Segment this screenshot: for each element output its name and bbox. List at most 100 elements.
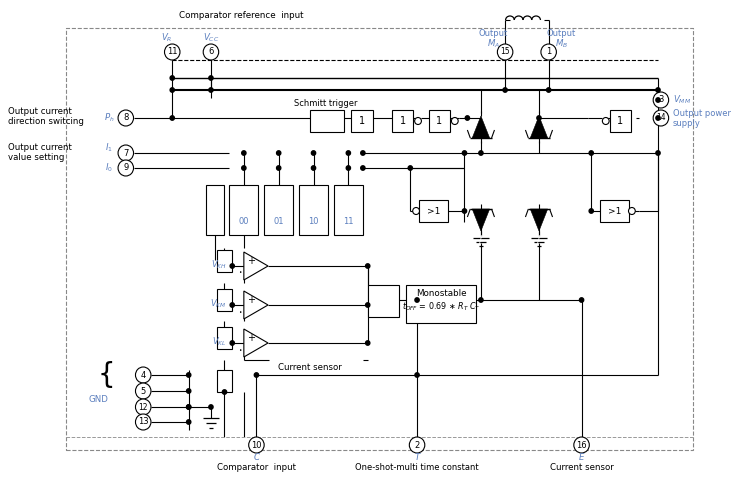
Bar <box>392 110 413 132</box>
Circle shape <box>656 88 660 92</box>
Text: 1: 1 <box>617 116 623 126</box>
Text: $\bullet$: $\bullet$ <box>238 269 242 275</box>
Circle shape <box>118 110 134 126</box>
Polygon shape <box>472 116 490 138</box>
Text: supply: supply <box>672 119 701 128</box>
Circle shape <box>254 373 259 377</box>
Text: +: + <box>247 256 255 266</box>
Circle shape <box>503 88 507 92</box>
Polygon shape <box>531 116 548 138</box>
Bar <box>429 110 450 132</box>
Text: 12: 12 <box>138 402 148 412</box>
Text: 5: 5 <box>140 387 146 396</box>
Text: direction switcing: direction switcing <box>7 118 84 126</box>
Text: /: / <box>537 235 541 245</box>
Circle shape <box>463 151 466 155</box>
Text: 1: 1 <box>436 116 443 126</box>
Text: $t_{OFF}$ = 0.69 $\ast$ $R_T$ $C_T$: $t_{OFF}$ = 0.69 $\ast$ $R_T$ $C_T$ <box>402 301 480 313</box>
Text: 8: 8 <box>123 113 129 122</box>
Circle shape <box>463 209 466 213</box>
Text: Current sensor: Current sensor <box>278 363 341 373</box>
Circle shape <box>230 341 234 345</box>
Circle shape <box>579 298 584 302</box>
Bar <box>610 110 631 132</box>
Circle shape <box>135 399 151 415</box>
Circle shape <box>203 44 219 60</box>
Text: Comparator  input: Comparator input <box>217 464 296 472</box>
Circle shape <box>170 76 174 80</box>
Bar <box>600 200 629 222</box>
Text: $V_{MM}$: $V_{MM}$ <box>672 94 691 106</box>
Circle shape <box>249 437 264 453</box>
Text: Output: Output <box>547 29 576 39</box>
Text: Current sensor: Current sensor <box>550 464 613 472</box>
Circle shape <box>656 116 660 120</box>
Circle shape <box>541 44 556 60</box>
Circle shape <box>209 88 213 92</box>
Text: 11: 11 <box>343 217 353 227</box>
Text: $V_{CC}$: $V_{CC}$ <box>202 32 219 44</box>
Text: GND: GND <box>89 396 109 404</box>
Circle shape <box>653 110 669 126</box>
Circle shape <box>415 373 419 377</box>
Circle shape <box>118 145 134 161</box>
Text: E: E <box>579 453 585 461</box>
Text: 9: 9 <box>123 163 129 173</box>
Circle shape <box>242 151 246 155</box>
Text: $I_0$: $I_0$ <box>105 162 113 174</box>
Text: 7: 7 <box>123 148 129 158</box>
Circle shape <box>408 166 412 170</box>
Text: Output current: Output current <box>7 144 72 152</box>
Polygon shape <box>531 209 548 231</box>
Circle shape <box>573 437 589 453</box>
Text: 10: 10 <box>308 217 319 227</box>
Text: $V_{KH}$: $V_{KH}$ <box>211 259 226 271</box>
Bar <box>419 200 448 222</box>
Text: value setting: value setting <box>7 153 64 162</box>
Text: 11: 11 <box>167 48 177 56</box>
Text: /: / <box>480 235 483 245</box>
Text: 10: 10 <box>251 441 262 450</box>
Text: 2: 2 <box>415 441 420 450</box>
Text: 3: 3 <box>658 95 664 105</box>
Circle shape <box>361 166 365 170</box>
Circle shape <box>361 151 365 155</box>
Circle shape <box>656 98 660 102</box>
Text: $P_h$: $P_h$ <box>103 112 115 124</box>
Circle shape <box>412 207 420 214</box>
Polygon shape <box>244 329 268 357</box>
Text: T: T <box>415 453 420 461</box>
Circle shape <box>118 160 134 176</box>
Circle shape <box>186 405 191 409</box>
Bar <box>299 185 328 235</box>
Polygon shape <box>472 209 490 231</box>
Text: 14: 14 <box>656 113 666 122</box>
Bar <box>217 370 232 392</box>
Text: Output power: Output power <box>672 108 731 118</box>
Bar <box>406 285 476 323</box>
Text: $M_A$: $M_A$ <box>487 38 500 50</box>
Text: C: C <box>253 453 259 461</box>
Text: 1: 1 <box>400 116 406 126</box>
Circle shape <box>653 92 669 108</box>
Circle shape <box>466 116 469 120</box>
Circle shape <box>311 166 316 170</box>
Circle shape <box>276 151 281 155</box>
Circle shape <box>165 44 180 60</box>
Circle shape <box>415 118 421 124</box>
Circle shape <box>242 166 246 170</box>
Bar <box>66 28 693 450</box>
Circle shape <box>170 88 174 92</box>
Text: +: + <box>247 333 255 343</box>
Text: Schmitt trigger: Schmitt trigger <box>294 99 358 108</box>
Bar <box>217 289 232 311</box>
Circle shape <box>366 341 370 345</box>
Circle shape <box>186 373 191 377</box>
Bar <box>351 110 372 132</box>
Circle shape <box>628 207 636 214</box>
Circle shape <box>366 303 370 307</box>
Circle shape <box>209 76 213 80</box>
Polygon shape <box>244 291 268 319</box>
Bar <box>217 327 232 349</box>
Text: +: + <box>247 295 255 305</box>
